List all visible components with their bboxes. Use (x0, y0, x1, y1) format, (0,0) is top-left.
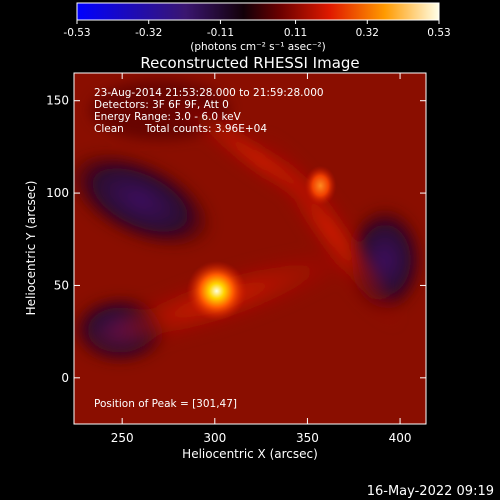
y-tick-label: 100 (46, 186, 69, 200)
annotations: 23-Aug-2014 21:53:28.000 to 21:59:28.000… (94, 87, 324, 410)
annotation-detectors: Detectors: 3F 6F 9F, Att 0 (94, 99, 229, 111)
peak-source (186, 260, 247, 321)
colorbar-tick-label: -0.11 (207, 27, 234, 39)
secondary-source (304, 165, 337, 206)
annotation-peak: Position of Peak = [301,47] (94, 398, 237, 410)
y-tick-label: 50 (54, 278, 69, 292)
annotation-time-range: 23-Aug-2014 21:53:28.000 to 21:59:28.000 (94, 87, 324, 99)
axis-ticks: 250 300 350 400 0 50 100 150 (46, 73, 426, 445)
footer-timestamp: 16-May-2022 09:19 (367, 484, 494, 499)
plot-frame (73, 72, 427, 425)
colorbar-ticks: -0.53 -0.32 -0.11 0.11 0.32 0.53 (63, 20, 451, 39)
annotation-clean: Clean (94, 123, 124, 135)
y-axis-label: Heliocentric Y (arcsec) (24, 181, 38, 316)
colorbar-tick-label: -0.53 (63, 27, 90, 39)
colorbar-tick-label: 0.53 (427, 27, 450, 39)
annotation-counts: Total counts: 3.96E+04 (144, 123, 267, 135)
colorbar (77, 3, 439, 20)
colorbar-units: (photons cm⁻² s⁻¹ asec⁻²) (190, 41, 325, 53)
y-tick-label: 0 (61, 371, 69, 385)
colorbar-tick-label: 0.32 (356, 27, 379, 39)
colorbar-frame (76, 2, 440, 21)
x-tick-label: 250 (111, 431, 134, 445)
chart-title: Reconstructed RHESSI Image (140, 54, 359, 72)
annotation-energy: Energy Range: 3.0 - 6.0 keV (94, 111, 242, 123)
colorbar-tick-label: -0.32 (135, 27, 162, 39)
x-tick-label: 350 (296, 431, 319, 445)
y-tick-label: 150 (46, 94, 69, 108)
x-tick-label: 300 (203, 431, 226, 445)
colorbar-tick-label: 0.11 (284, 27, 307, 39)
x-tick-label: 400 (389, 431, 412, 445)
x-axis-label: Heliocentric X (arcsec) (182, 447, 318, 461)
image-area (74, 73, 426, 424)
